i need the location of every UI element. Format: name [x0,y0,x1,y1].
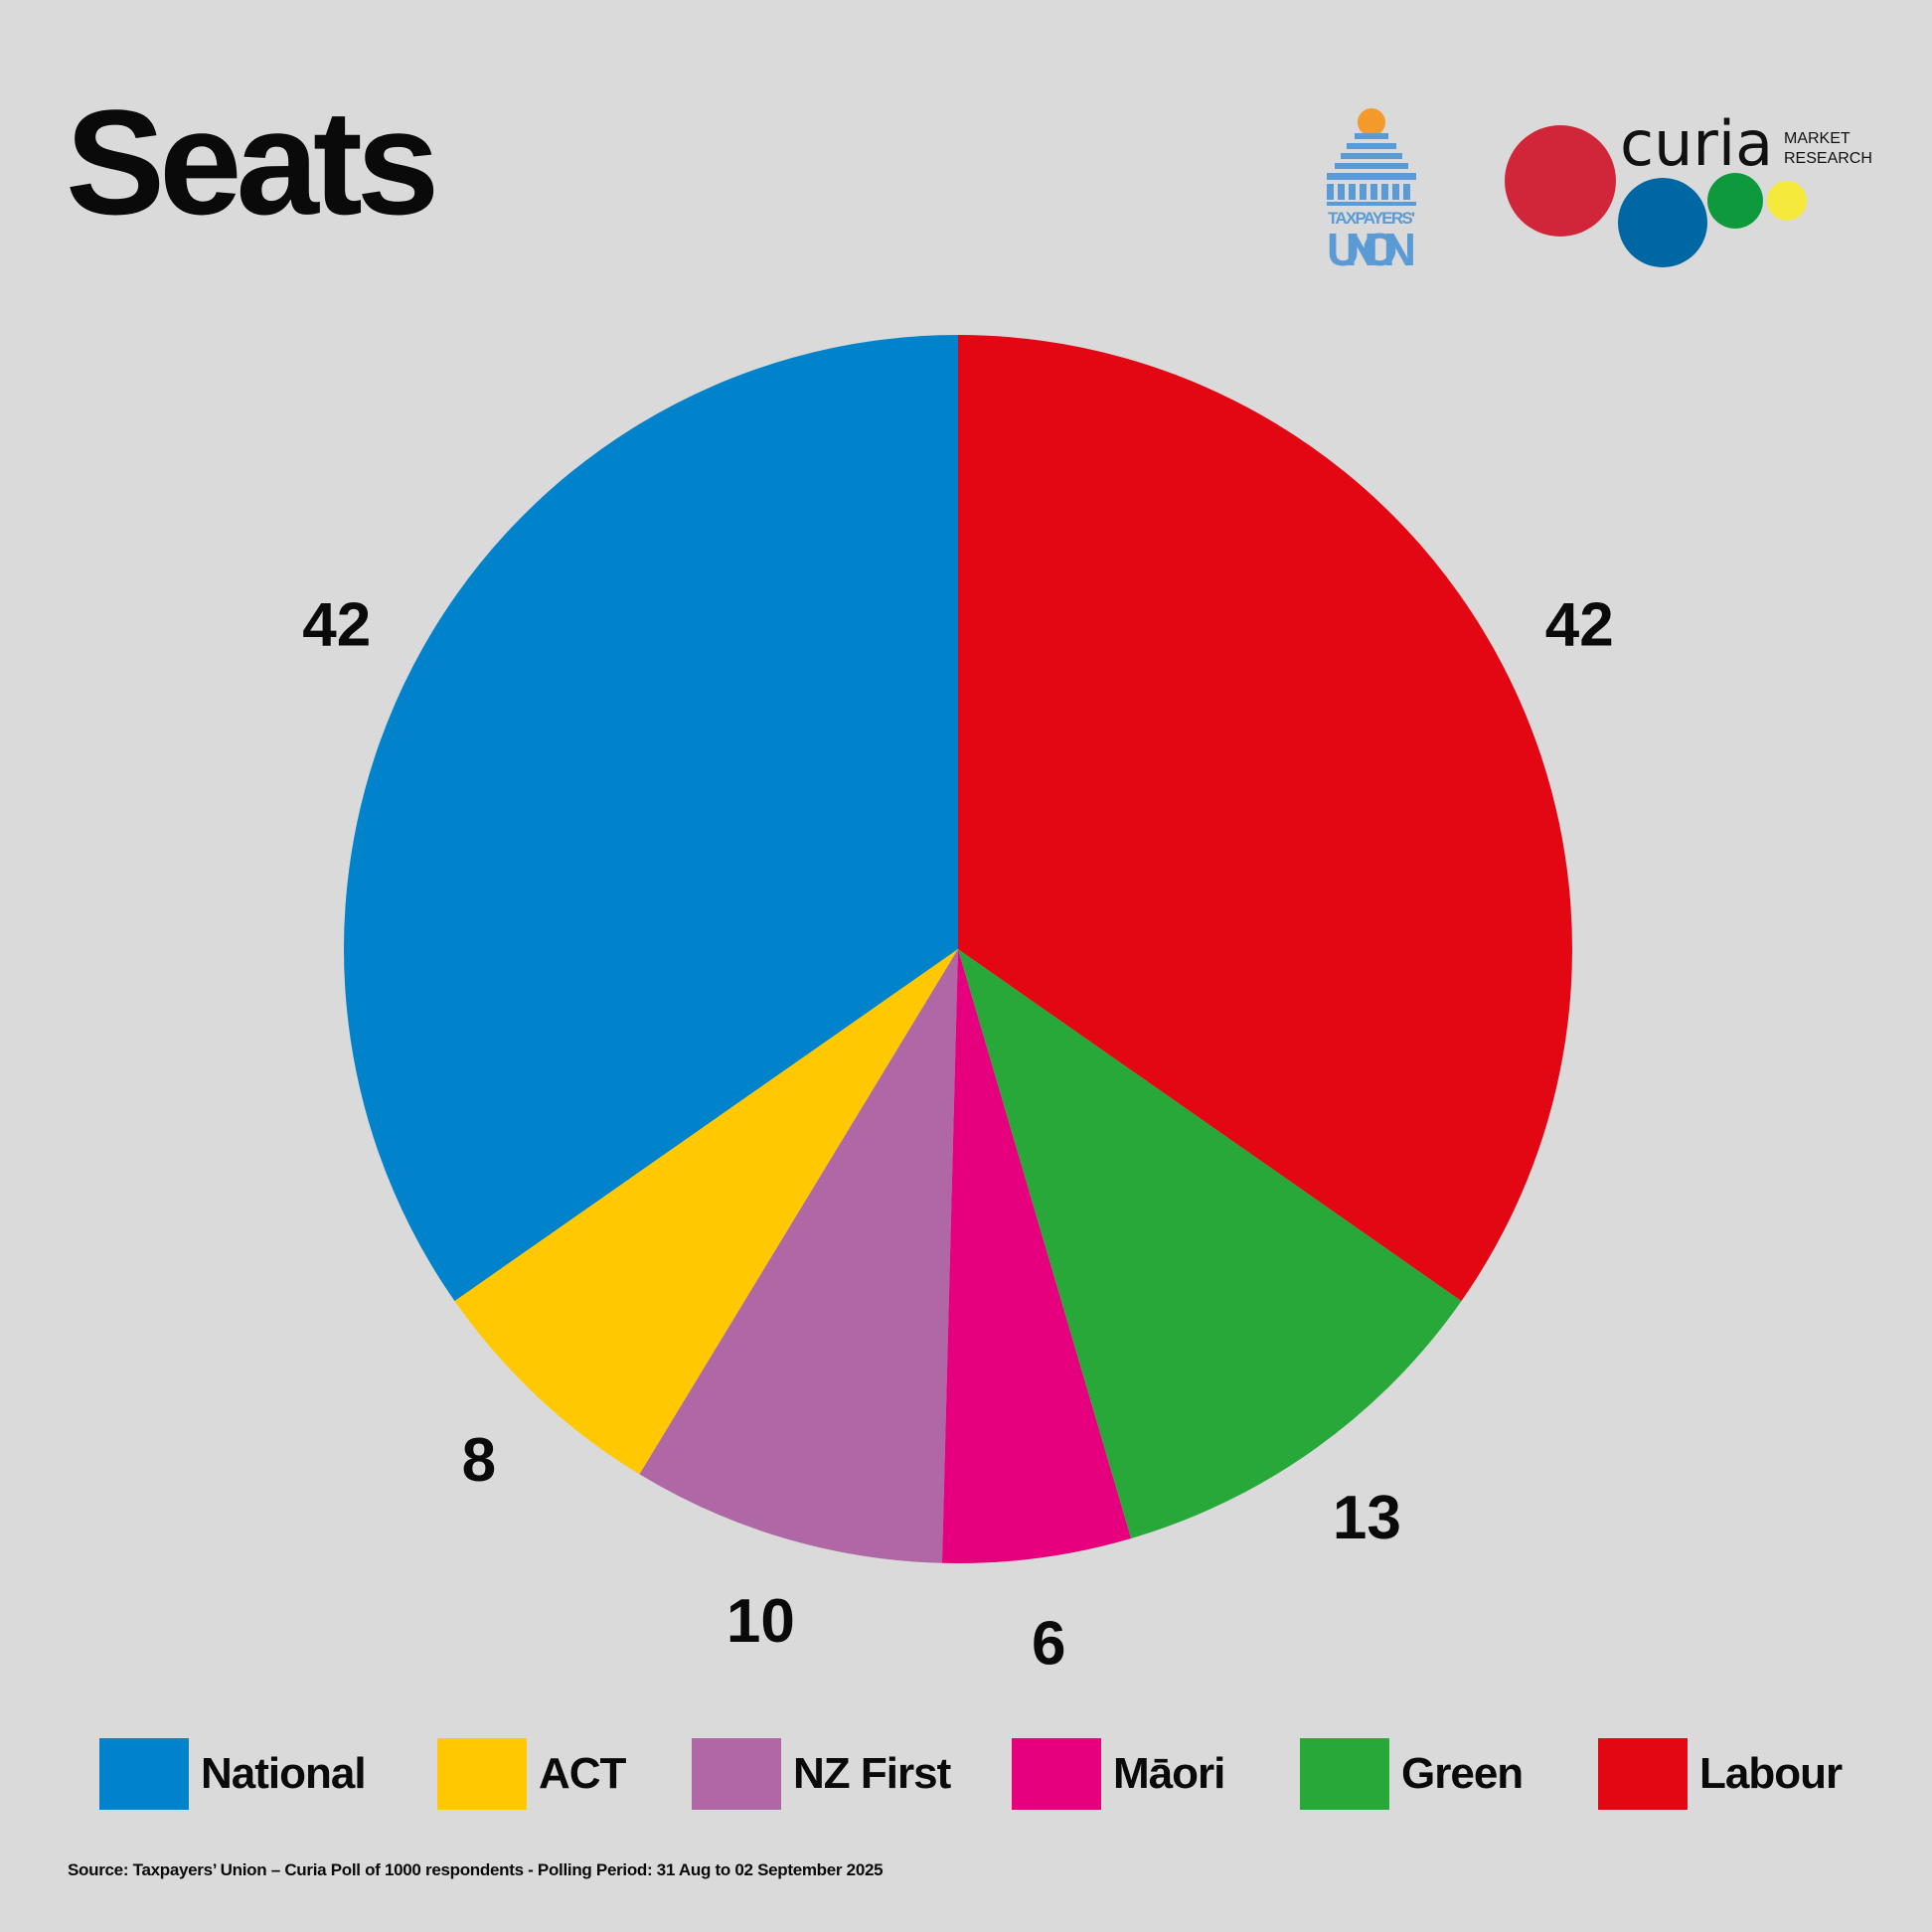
source-note: Source: Taxpayers’ Union – Curia Poll of… [68,1860,884,1879]
legend-label: ACT [539,1749,626,1798]
curia-dot [1767,181,1807,221]
curia-line2: RESEARCH [1784,150,1872,167]
curia-line1: MARKET [1784,130,1851,147]
pie-slice-act [454,949,958,1475]
data-label-nz-first: 10 [726,1587,795,1656]
pie-slice-labour [958,334,1573,1302]
logo-text-line2: UNION [1327,224,1416,273]
data-label-act: 8 [462,1426,496,1495]
legend-swatch [99,1738,189,1810]
legend-item-nz-first: NZ First [692,1737,951,1811]
curia-logo: curia MARKET RESEARCH [1505,109,1872,267]
logo-bar [1327,173,1416,180]
legend-swatch [437,1738,527,1810]
logo-bar [1355,133,1388,139]
curia-dot [1618,178,1707,267]
logo-text-line1: TAXPAYERS' [1328,209,1415,228]
dome-icon [1358,108,1385,136]
logo-bar [1335,163,1408,169]
legend-label: National [201,1749,367,1798]
pie-slice-national [343,335,959,1302]
legend-item-labour: Labour [1598,1737,1843,1811]
data-label-national: 42 [302,591,371,660]
pie-slice-green [958,949,1462,1538]
pie-slice-nz-first [639,949,958,1563]
legend: National ACT NZ First Māori Green Labour [99,1737,1888,1811]
legend-item-national: National [99,1737,367,1811]
legend-label: Māori [1113,1749,1225,1798]
curia-dot [1505,125,1616,237]
logo-columns [1327,184,1416,206]
legend-label: NZ First [793,1749,951,1798]
legend-item-maori: Māori [1012,1737,1225,1811]
curia-dot [1707,173,1763,229]
data-label-green: 13 [1333,1484,1401,1552]
legend-swatch [1300,1738,1389,1810]
legend-label: Labour [1699,1749,1843,1798]
logo-bar [1347,143,1396,149]
legend-swatch [1012,1738,1101,1810]
pie-slice-maori [941,949,1132,1563]
pie-chart: 42 8 10 6 13 42 [302,334,1614,1679]
curia-wordmark: curia [1620,109,1773,180]
taxpayers-union-logo: TAXPAYERS' UNION [1327,108,1416,273]
legend-label: Green [1401,1749,1524,1798]
page-title: Seats [66,79,439,245]
legend-swatch [1598,1738,1688,1810]
legend-item-green: Green [1300,1737,1524,1811]
data-label-maori: 6 [1032,1610,1065,1679]
data-label-labour: 42 [1545,591,1614,660]
legend-item-act: ACT [437,1737,626,1811]
logo-bar [1341,153,1402,159]
legend-swatch [692,1738,781,1810]
